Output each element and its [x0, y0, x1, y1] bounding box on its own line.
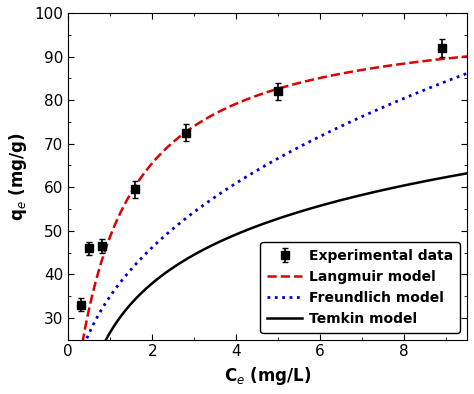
Temkin model: [455, 173, 460, 177]
Line: Temkin model: Temkin model: [69, 173, 467, 394]
Freundlich model: [392, 100, 398, 104]
Langmuir model: [255, 93, 261, 98]
Langmuir model: [257, 92, 263, 97]
Freundlich model: [255, 167, 261, 172]
Temkin model: [392, 185, 398, 190]
Langmuir model: [303, 79, 309, 84]
Legend: Experimental data, Langmuir model, Freundlich model, Temkin model: Experimental data, Langmuir model, Freun…: [260, 242, 460, 333]
Freundlich model: [303, 141, 309, 146]
Temkin model: [255, 223, 261, 228]
Langmuir model: [464, 54, 470, 59]
Temkin model: [257, 223, 263, 227]
X-axis label: C$_e$ (mg/L): C$_e$ (mg/L): [224, 365, 311, 387]
Freundlich model: [455, 74, 460, 79]
Freundlich model: [282, 152, 287, 157]
Y-axis label: q$_e$ (mg/g): q$_e$ (mg/g): [7, 132, 29, 221]
Langmuir model: [392, 62, 398, 67]
Line: Freundlich model: Freundlich model: [69, 73, 467, 394]
Temkin model: [464, 171, 470, 176]
Langmuir model: [282, 85, 287, 89]
Line: Langmuir model: Langmuir model: [69, 56, 467, 394]
Freundlich model: [257, 166, 263, 171]
Temkin model: [282, 214, 287, 219]
Langmuir model: [455, 55, 460, 60]
Temkin model: [303, 208, 309, 212]
Freundlich model: [464, 71, 470, 76]
